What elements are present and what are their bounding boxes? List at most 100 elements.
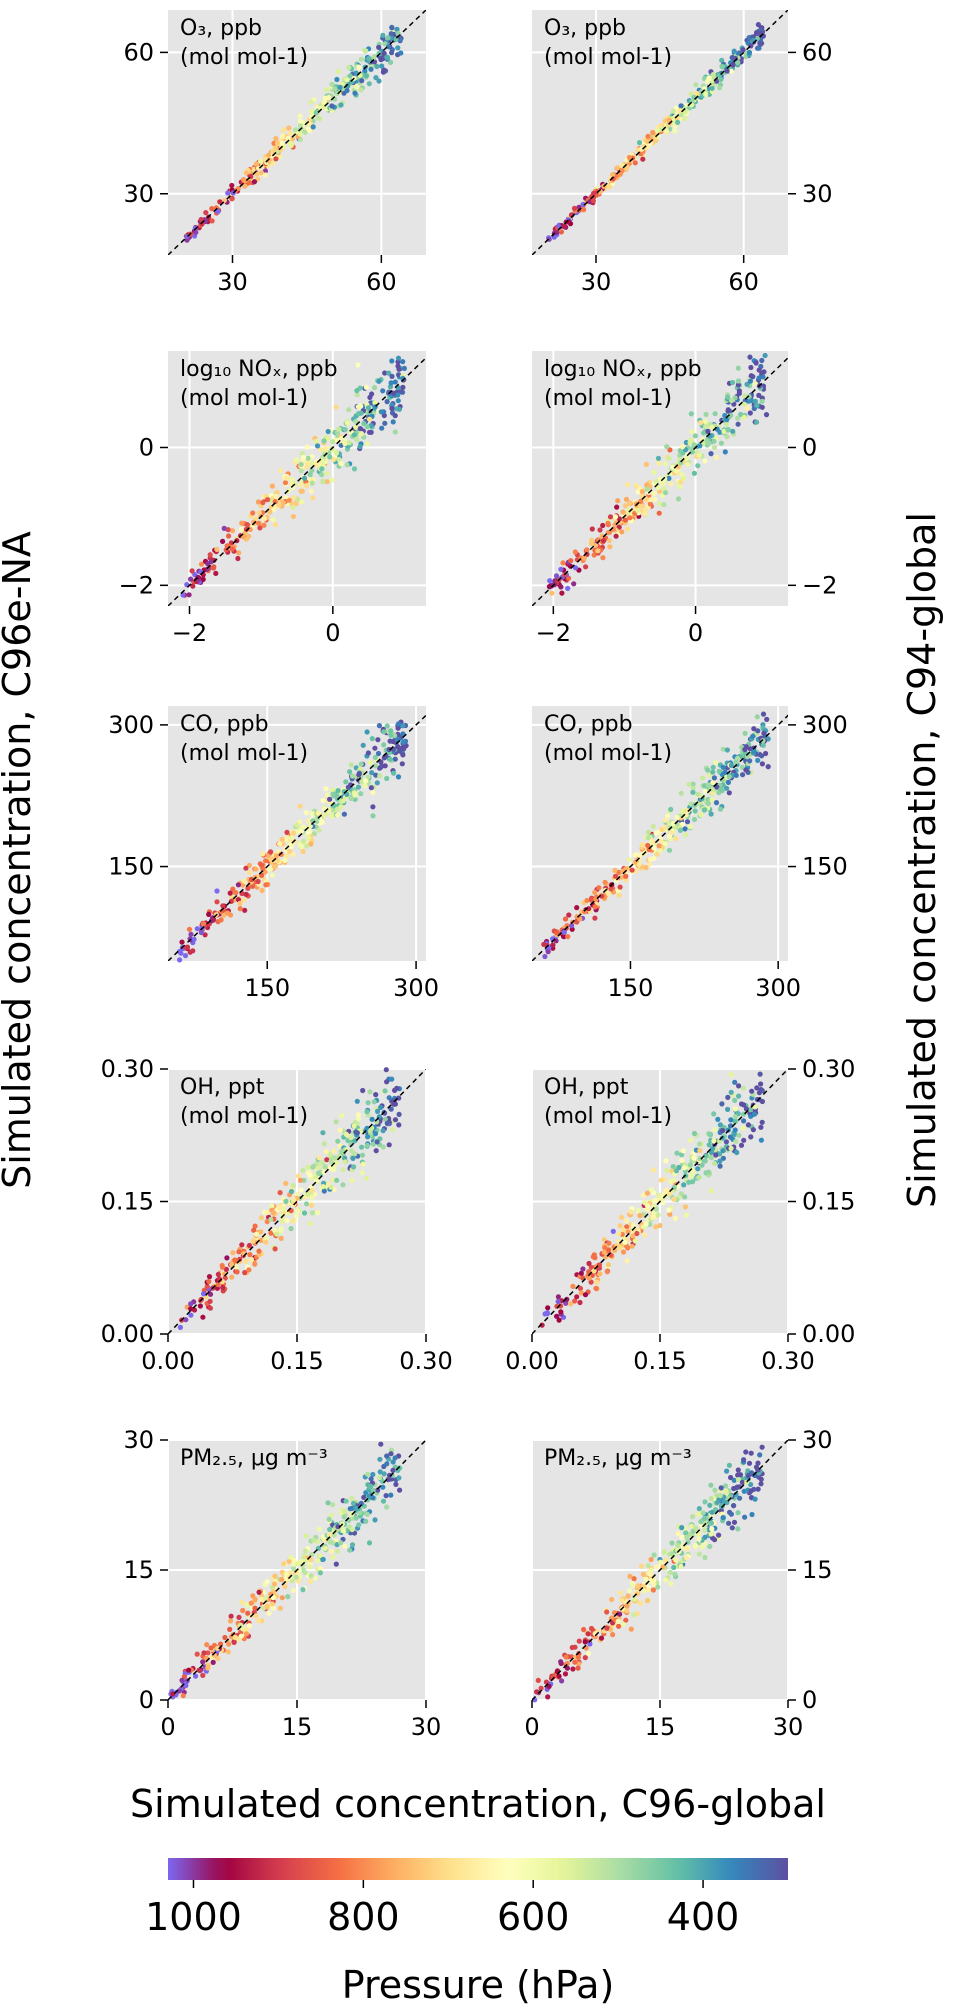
scatter-point — [378, 1104, 384, 1110]
scatter-point — [748, 1113, 754, 1119]
scatter-point — [321, 1141, 327, 1147]
scatter-point — [707, 1131, 714, 1138]
scatter-point — [643, 865, 649, 871]
scatter-point — [358, 761, 364, 767]
scatter-point — [201, 1650, 207, 1656]
x-tick-label: 30 — [411, 1713, 442, 1741]
scatter-point — [580, 201, 586, 208]
scatter-point — [684, 1534, 690, 1540]
scatter-point — [681, 1182, 687, 1188]
scatter-point — [182, 953, 189, 959]
scatter-point — [636, 140, 643, 146]
scatter-point — [668, 1179, 674, 1185]
scatter-point — [270, 160, 276, 166]
scatter-point — [735, 421, 741, 427]
scatter-point — [757, 41, 763, 47]
scatter-point — [333, 1119, 339, 1125]
scatter-point — [344, 77, 350, 83]
scatter-point — [690, 781, 696, 787]
scatter-point — [390, 738, 396, 745]
scatter-point — [301, 838, 307, 844]
scatter-point — [653, 1206, 659, 1212]
scatter-point — [586, 1260, 592, 1267]
scatter-point — [701, 430, 707, 436]
scatter-point — [297, 131, 303, 137]
scatter-point — [710, 764, 716, 771]
scatter-point — [233, 1264, 240, 1270]
scatter-point — [380, 32, 386, 38]
scatter-point — [329, 477, 335, 483]
scatter-point — [388, 728, 394, 734]
scatter-point — [382, 420, 388, 426]
scatter-point — [741, 1137, 747, 1143]
scatter-point — [372, 1131, 379, 1137]
scatter-point — [686, 781, 692, 787]
scatter-point — [555, 1294, 562, 1300]
scatter-point — [355, 362, 361, 368]
scatter-point — [627, 1573, 633, 1579]
scatter-point — [750, 733, 756, 739]
scatter-point — [209, 206, 215, 212]
scatter-point — [313, 461, 319, 468]
scatter-point — [610, 1228, 616, 1234]
scatter-point — [556, 1673, 562, 1679]
scatter-point — [650, 823, 657, 830]
scatter-point — [669, 1540, 675, 1546]
scatter-point — [285, 135, 291, 141]
scatter-point — [253, 866, 259, 872]
scatter-point — [300, 1167, 306, 1173]
scatter-point — [179, 939, 185, 945]
scatter-point — [605, 1262, 612, 1268]
scatter-point — [688, 91, 694, 97]
scatter-point — [572, 1644, 578, 1650]
scatter-point — [333, 404, 339, 410]
scatter-point — [239, 520, 245, 526]
scatter-point — [735, 59, 741, 66]
scatter-point — [348, 795, 354, 801]
scatter-point — [568, 1301, 574, 1307]
scatter-point — [364, 729, 370, 735]
scatter-point — [263, 882, 269, 888]
scatter-point — [352, 1151, 358, 1157]
scatter-point — [395, 744, 401, 750]
scatter-point — [730, 379, 736, 386]
scatter-point — [396, 1122, 402, 1128]
scatter-point — [678, 1563, 684, 1569]
scatter-point — [392, 1117, 399, 1123]
scatter-point — [708, 1495, 714, 1502]
scatter-point — [607, 544, 613, 550]
scatter-point — [229, 1262, 235, 1268]
scatter-point — [264, 1579, 270, 1585]
colorbar-label: Pressure (hPa) — [342, 1963, 615, 2007]
one-to-one-line — [168, 10, 426, 255]
panel-4-left: OH, ppt (mol mol-1) 0.00 0.15 0.30 0.00 0.15 0.… — [101, 1055, 453, 1375]
scatter-point — [400, 723, 406, 729]
scatter-point — [748, 364, 754, 371]
scatter-point — [210, 565, 217, 571]
scatter-point — [748, 398, 755, 404]
scatter-point — [738, 1101, 745, 1107]
scatter-point — [384, 723, 390, 729]
scatter-point — [696, 1551, 702, 1557]
scatter-point — [354, 437, 360, 443]
scatter-point — [674, 1150, 680, 1156]
scatter-point — [400, 739, 407, 745]
scatter-point — [645, 133, 651, 139]
scatter-point — [645, 1587, 651, 1593]
scatter-point — [368, 1483, 374, 1489]
scatter-point — [350, 1500, 357, 1506]
scatter-point — [591, 190, 597, 196]
scatter-point — [698, 420, 704, 426]
scatter-point — [325, 1500, 331, 1506]
scatter-point — [600, 555, 606, 561]
scatter-point — [754, 1085, 760, 1091]
colorbar-tick-label: 1000 — [145, 1895, 242, 1939]
scatter-point — [259, 872, 265, 879]
scatter-point — [742, 1514, 748, 1520]
scatter-point — [565, 585, 571, 592]
scatter-point — [188, 1312, 194, 1318]
scatter-point — [697, 443, 703, 449]
y-tick-label: 30 — [123, 180, 154, 208]
scatter-point — [368, 422, 374, 429]
scatter-point — [321, 438, 327, 444]
